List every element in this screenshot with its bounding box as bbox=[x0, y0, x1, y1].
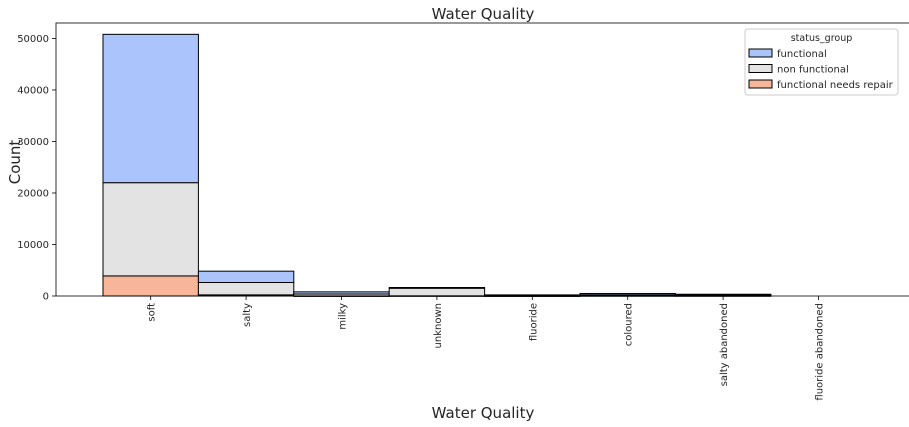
x-tick-label: unknown bbox=[433, 303, 444, 348]
legend-swatch-functional bbox=[748, 48, 773, 58]
y-tick-label: 10000 bbox=[17, 240, 49, 251]
x-tick-label: fluoride bbox=[528, 303, 539, 341]
y-tick-label: 40000 bbox=[17, 85, 49, 96]
chart-title: Water Quality bbox=[432, 5, 535, 23]
y-ticks: 0 10000 20000 30000 40000 50000 bbox=[17, 34, 56, 303]
legend-label-functional: functional bbox=[777, 49, 827, 60]
x-tick-label: coloured bbox=[624, 303, 635, 346]
y-axis-label: Count bbox=[6, 140, 24, 185]
bar-functional-salty bbox=[197, 270, 295, 284]
bar-non-functional-soft bbox=[102, 182, 199, 277]
legend-title: status_group bbox=[791, 33, 853, 44]
bar-functional-milky bbox=[293, 291, 390, 295]
y-tick-label: 50000 bbox=[17, 34, 49, 45]
bar-functional-soft bbox=[102, 33, 199, 184]
legend-label-non-functional: non functional bbox=[777, 65, 849, 76]
x-tick-label: fluoride abandoned bbox=[815, 303, 826, 401]
x-ticks: soft salty milky unknown fluoride coloured sal… bbox=[147, 296, 826, 401]
x-tick-label: soft bbox=[147, 303, 158, 322]
legend-swatch-functional-needs-repair bbox=[748, 79, 773, 89]
bar-functional-coloured bbox=[579, 292, 676, 296]
y-tick-label: 0 bbox=[43, 292, 49, 303]
bar-functional-needs-repair-soft bbox=[102, 275, 199, 297]
bar-non-functional-salty bbox=[197, 282, 295, 296]
legend-label-functional-needs-repair: functional needs repair bbox=[777, 80, 894, 91]
bar-functional-unknown bbox=[388, 287, 486, 289]
y-tick-label: 30000 bbox=[17, 137, 49, 148]
legend: status_group functional non functional func… bbox=[744, 28, 899, 96]
x-axis-label: Water Quality bbox=[432, 404, 535, 422]
bars-group bbox=[102, 33, 772, 297]
plot-frame bbox=[55, 22, 909, 297]
legend-box bbox=[744, 28, 899, 96]
legend-swatch-non-functional bbox=[748, 64, 773, 73]
x-tick-label: milky bbox=[338, 303, 349, 330]
x-tick-label: salty bbox=[242, 303, 253, 327]
bar-functional-fluoride bbox=[484, 294, 581, 297]
bar-non-functional-unknown bbox=[388, 287, 486, 297]
y-tick-label: 20000 bbox=[17, 188, 49, 199]
bar-functional-salty-abandoned bbox=[674, 293, 772, 296]
x-tick-label: salty abandoned bbox=[719, 303, 730, 386]
